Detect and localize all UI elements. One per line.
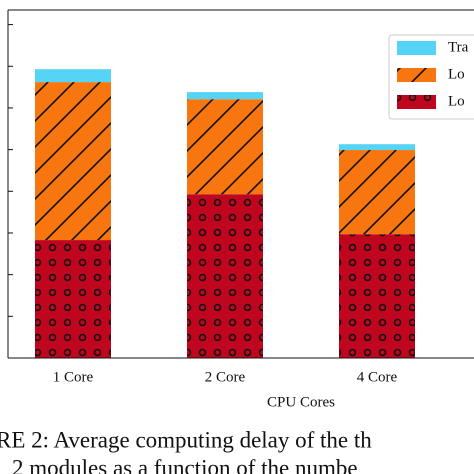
- legend-label: Lo: [448, 93, 465, 109]
- x-axis-label: CPU Cores: [267, 394, 335, 410]
- bar-pattern: [35, 240, 111, 358]
- bar-pattern: [35, 82, 111, 241]
- caption: RE 2: Average computing delay of the th: [0, 427, 372, 452]
- bar-pattern: [187, 99, 263, 195]
- bar-segment: [187, 92, 263, 100]
- plot-area: 1 Core 2 Core 4 Core: [8, 24, 415, 385]
- x-tick-label: 1 Core: [53, 369, 94, 385]
- caption: 2 modules as a function of the numbe: [12, 455, 358, 474]
- bar-pattern: [339, 234, 415, 358]
- bar-pattern: [187, 194, 263, 358]
- legend-swatch-pattern: [397, 95, 436, 109]
- legend-label: Lo: [448, 66, 465, 82]
- legend-label: Tra: [448, 39, 469, 55]
- bar-pattern: [339, 150, 415, 235]
- legend-swatch-pattern: [397, 68, 436, 82]
- x-tick-label: 4 Core: [357, 369, 398, 385]
- bar-segment: [339, 144, 415, 151]
- legend: Tra Lo Lo: [388, 34, 474, 120]
- bar-segment: [35, 69, 111, 83]
- legend-swatch: [397, 41, 436, 55]
- x-tick-label: 2 Core: [205, 369, 246, 385]
